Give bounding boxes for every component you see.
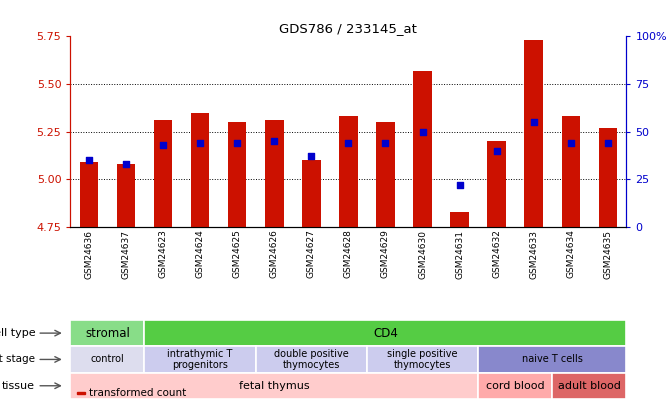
Point [343,140,354,146]
Text: cord blood: cord blood [486,381,545,391]
Point [195,140,206,146]
Point [529,119,539,126]
Bar [265,120,283,227]
Point [306,153,317,160]
Text: cell type: cell type [0,328,35,338]
Point [157,142,168,148]
Text: CD4: CD4 [373,326,398,340]
Bar [450,211,469,227]
Text: fetal thymus: fetal thymus [239,381,310,391]
Point [491,147,502,154]
Bar [302,160,321,227]
Text: adult blood: adult blood [558,381,621,391]
Bar [525,40,543,227]
Text: control: control [90,354,125,364]
Point [232,140,243,146]
Point [602,140,613,146]
Bar [488,141,506,227]
Text: tissue: tissue [2,381,35,391]
Bar [153,120,172,227]
Bar [77,392,85,394]
Bar [377,122,395,227]
Point [84,157,94,164]
Point [269,138,279,145]
Text: stromal: stromal [85,326,130,340]
Bar [339,116,358,227]
Bar [413,71,432,227]
Point [454,182,465,188]
Text: transformed count: transformed count [89,388,186,398]
Bar [80,162,98,227]
Bar [117,164,135,227]
Point [380,140,391,146]
Title: GDS786 / 233145_at: GDS786 / 233145_at [279,22,417,35]
Text: naive T cells: naive T cells [522,354,583,364]
Text: development stage: development stage [0,354,35,364]
Bar [228,122,247,227]
Text: double positive
thymocytes: double positive thymocytes [274,349,348,370]
Point [565,140,576,146]
Text: intrathymic T
progenitors: intrathymic T progenitors [168,349,232,370]
Text: single positive
thymocytes: single positive thymocytes [387,349,458,370]
Point [121,161,131,167]
Bar [561,116,580,227]
Bar [599,128,617,227]
Bar [191,113,209,227]
Point [417,128,428,135]
